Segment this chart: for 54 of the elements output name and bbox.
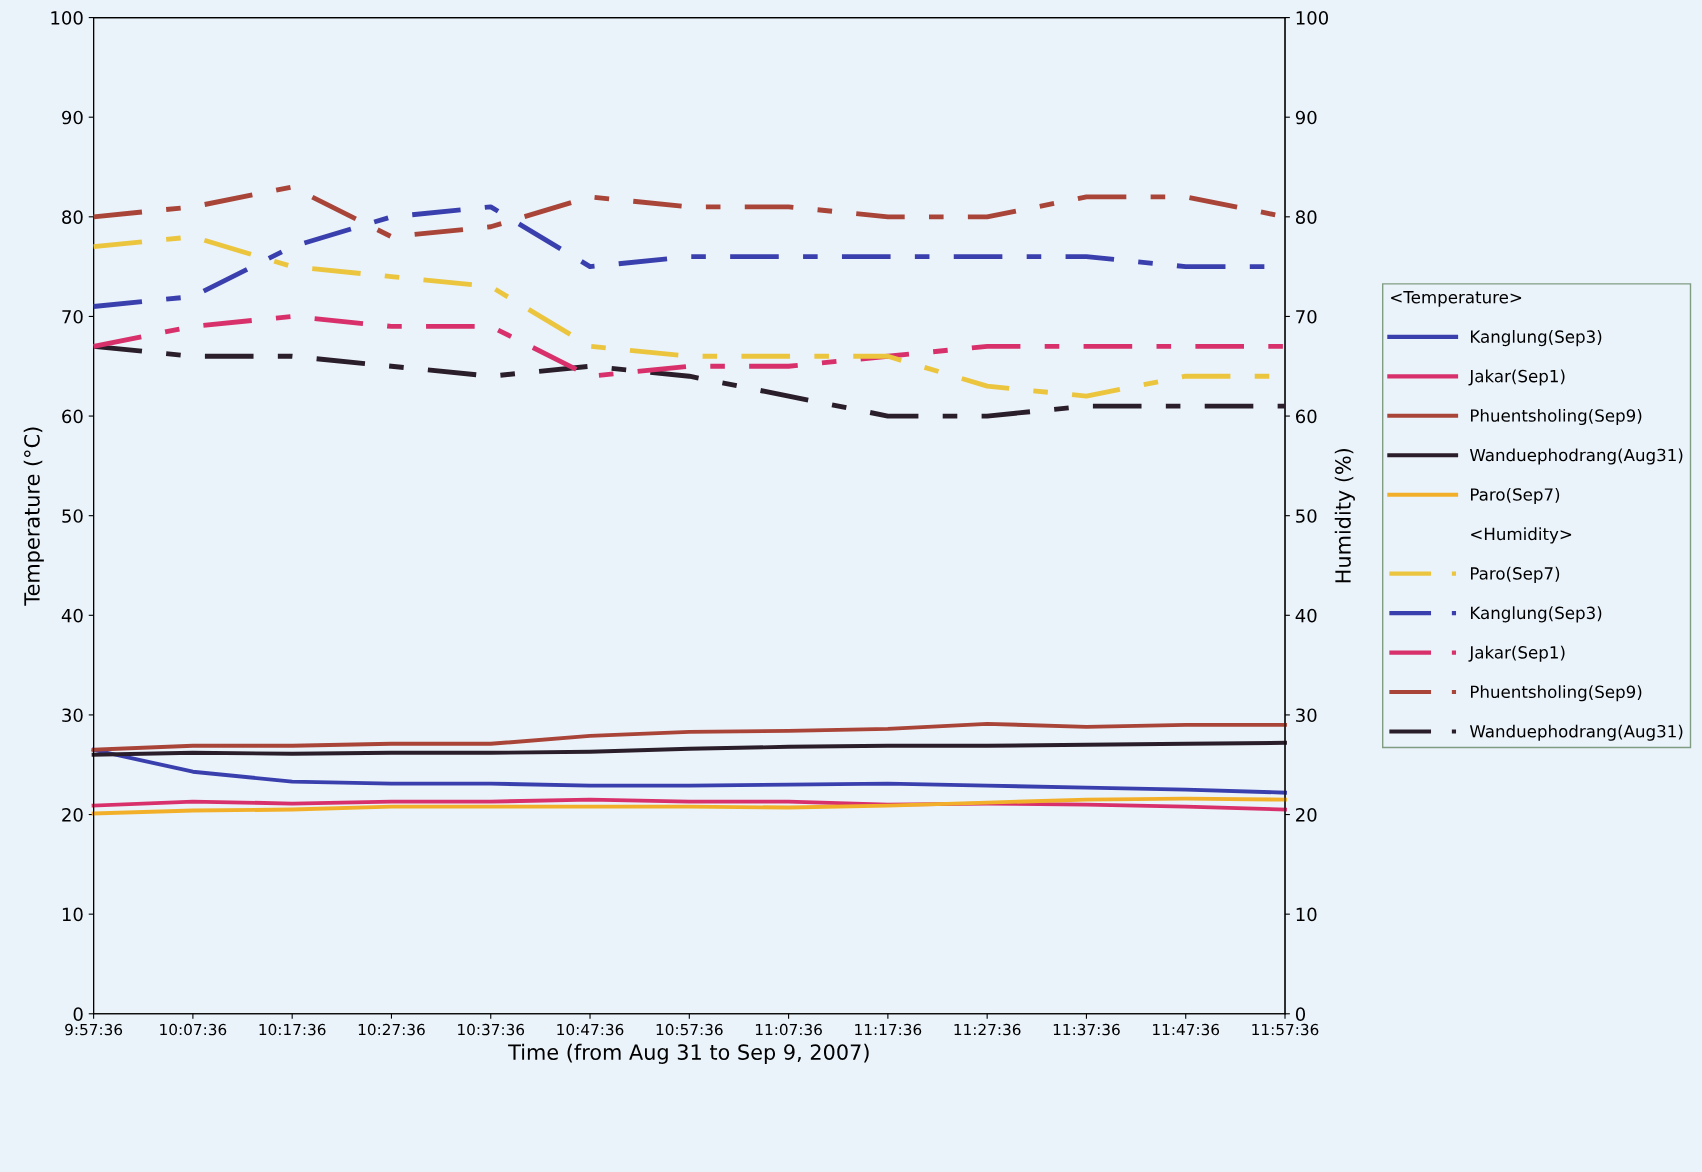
x-tick-label: 11:57:36 xyxy=(1252,1023,1319,1036)
y2-tick-label: 10 xyxy=(1296,907,1317,922)
y-axis-title: Temperature (°C) xyxy=(23,427,44,606)
y2-tick-label: 50 xyxy=(1296,509,1317,523)
legend-label: Wanduephodrang(Aug31) xyxy=(1469,724,1683,741)
legend-label: Jakar(Sep1) xyxy=(1468,369,1565,386)
y2-tick-label: 100 xyxy=(1296,11,1328,25)
x-tick-label: 9:57:36 xyxy=(65,1023,123,1036)
legend-label: Paro(Sep7) xyxy=(1471,566,1560,583)
legend-label: Phuentsholing(Sep9) xyxy=(1471,408,1642,426)
x-tick-label: 10:07:36 xyxy=(160,1023,227,1036)
y-tick-label: 50 xyxy=(62,509,83,523)
legend-label: Jakar(Sep1) xyxy=(1468,645,1565,662)
x-tick-label: 11:07:36 xyxy=(755,1023,822,1036)
legend-title: <Temperature> xyxy=(1391,291,1522,307)
legend-label: Wanduephodrang(Aug31) xyxy=(1469,448,1683,465)
line-series xyxy=(91,343,1288,419)
y2-tick-label: 60 xyxy=(1295,409,1317,424)
x-tick-label: 11:17:36 xyxy=(855,1023,922,1036)
x-axis-title: Time (from Aug 31 to Sep 9, 2007) xyxy=(508,1043,869,1065)
y-tick-label: 70 xyxy=(62,309,83,324)
legend-label: Phuentsholing(Sep9) xyxy=(1471,685,1642,702)
x-tick-label: 10:57:36 xyxy=(656,1023,723,1036)
x-tick-label: 10:37:36 xyxy=(458,1023,525,1036)
x-tick-label: 10:27:36 xyxy=(358,1023,425,1036)
legend-label: Kanglung(Sep3) xyxy=(1471,330,1602,347)
y-tick-label: 10 xyxy=(62,907,83,922)
x-tick-label: 11:27:36 xyxy=(954,1023,1021,1036)
y2-axis-title: Humidity (%) xyxy=(1334,448,1355,583)
y-tick-label: 100 xyxy=(51,11,83,25)
line-series xyxy=(91,721,1287,752)
y-tick-label: 90 xyxy=(62,110,83,125)
line-series xyxy=(91,747,1287,795)
y2-tick-label: 20 xyxy=(1296,808,1317,822)
y-tick-label: 60 xyxy=(62,409,83,424)
x-tick-label: 10:47:36 xyxy=(557,1023,624,1036)
y-tick-label: 0 xyxy=(73,1007,83,1021)
y-tick-label: 30 xyxy=(62,708,83,723)
y2-tick-label: 40 xyxy=(1295,608,1317,623)
y2-tick-label: 80 xyxy=(1295,210,1317,224)
y2-tick-label: 70 xyxy=(1296,309,1317,324)
legend-label: Kanglung(Sep3) xyxy=(1471,606,1602,623)
x-tick-label: 11:47:36 xyxy=(1153,1023,1220,1036)
text: <Humidity> xyxy=(1471,527,1572,544)
legend-label: Paro(Sep7) xyxy=(1471,487,1560,505)
x-tick-label: 10:17:36 xyxy=(259,1023,326,1036)
y-tick-label: 80 xyxy=(62,210,83,224)
line-series xyxy=(91,740,1287,757)
y-tick-label: 20 xyxy=(62,808,83,822)
x-tick-label: 11:37:36 xyxy=(1053,1023,1120,1036)
y2-tick-label: 90 xyxy=(1295,110,1317,125)
y-tick-label: 40 xyxy=(61,608,83,623)
y2-tick-label: 30 xyxy=(1296,708,1317,723)
y2-tick-label: 0 xyxy=(1295,1007,1306,1021)
